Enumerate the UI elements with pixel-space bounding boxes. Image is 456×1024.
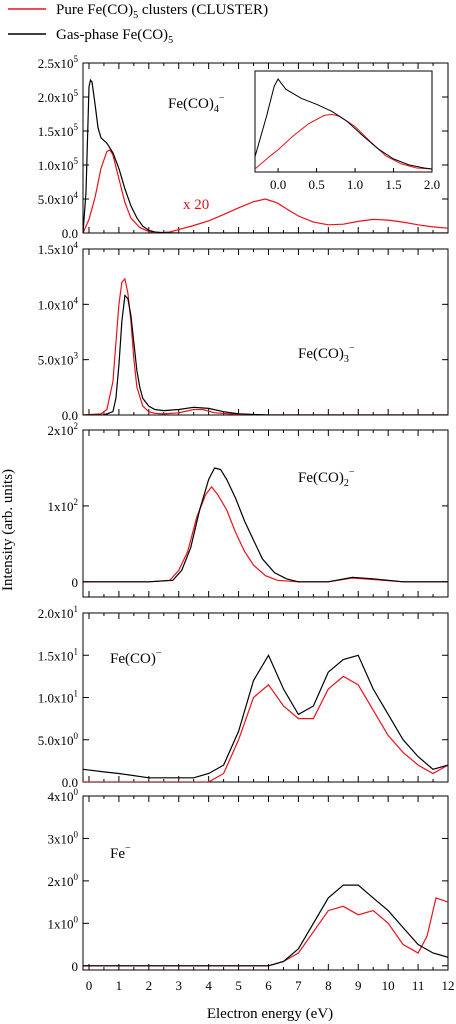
y-tick-label: 0.0	[62, 408, 78, 423]
y-tick-label: 5.0x104	[38, 190, 79, 207]
x-tick-label: 11	[412, 978, 425, 993]
panel-1: 0.0 5.0x104 1.0x105 1.5x105 2.0x105 2.5x105 Fe…	[38, 54, 449, 241]
series-line-red	[83, 485, 448, 583]
x-tick-label: 9	[355, 978, 362, 993]
y-tick-label: 1.5x104	[38, 240, 79, 257]
x-tick-label: 12	[442, 978, 455, 993]
series-line-red	[83, 277, 448, 415]
y-tick-label: 1x100	[48, 914, 79, 931]
y-tick-label: 1.5x105	[38, 122, 79, 139]
x-tick-label: 10	[382, 978, 395, 993]
series-line-black	[83, 78, 448, 233]
panels: 0.0 5.0x104 1.0x105 1.5x105 2.0x105 2.5x105 Fe…	[38, 54, 455, 993]
inset-x-tick-label: 2.0	[424, 177, 440, 192]
legend-label-red: Pure Fe(CO)5 clusters (CLUSTER)	[56, 2, 268, 21]
panel-4: 0.0 5.0x100 1.0x101 1.5x101 2.0x101 Fe(CO)−	[38, 604, 449, 790]
y-axis-label: Intensity (arb. units)	[0, 469, 16, 591]
panel-5: 0 1x100 2x100 3x100 4x100 Fe−	[48, 787, 449, 974]
series-line-black	[83, 653, 448, 779]
x-tick-label: 2	[146, 978, 153, 993]
y-tick-label: 1x102	[48, 497, 79, 514]
y-tick-label: 5.0x100	[38, 731, 79, 748]
series-line-black	[83, 467, 448, 583]
y-tick-label: 1.5x101	[38, 646, 78, 663]
inset-frame	[254, 70, 433, 173]
series-line-red	[83, 897, 448, 967]
x-tick-label: 5	[235, 978, 242, 993]
y-tick-label: 0.0	[62, 775, 78, 790]
inset-x-tick-label: 1.0	[347, 177, 363, 192]
series-line-black	[83, 884, 448, 967]
x-tick-label: 0	[86, 978, 93, 993]
panel-frame	[82, 795, 449, 971]
series-line-black	[83, 294, 448, 415]
inset: 0.0 0.5 1.0 1.5 2.0	[254, 70, 440, 192]
y-tick-label: 2x102	[48, 421, 79, 438]
legend: Pure Fe(CO)5 clusters (CLUSTER) Gas-phas…	[8, 2, 268, 46]
y-tick-label: 2.5x105	[38, 54, 79, 71]
y-tick-label: 1.0x105	[38, 156, 79, 173]
inset-series-line-black	[254, 78, 433, 170]
y-tick-label: 0	[72, 959, 79, 974]
species-label: Fe−	[110, 843, 131, 862]
x-tick-label: 6	[265, 978, 272, 993]
x-tick-label: 7	[295, 978, 302, 993]
y-tick-label: 1.0x101	[38, 689, 78, 706]
y-tick-label: 5.0x103	[38, 351, 79, 368]
panel-2: 0.0 5.0x103 1.0x104 1.5x104 Fe(CO)3−	[38, 240, 449, 423]
y-tick-label: 2.0x105	[38, 88, 79, 105]
panel-frame	[82, 429, 449, 598]
x-tick-label: 8	[325, 978, 332, 993]
species-label: Fe(CO)4−	[168, 93, 225, 115]
panel-frame	[82, 612, 449, 783]
panel-3: 0 1x102 2x102 Fe(CO)2−	[48, 421, 449, 598]
y-tick-label: 1.0x104	[38, 295, 79, 312]
inset-x-tick-label: 0.5	[308, 177, 324, 192]
series-line-red	[83, 675, 448, 782]
species-label: Fe(CO)−	[110, 648, 162, 667]
x-axis-label: Electron energy (eV)	[207, 1006, 333, 1022]
inset-x-tick-label: 0.0	[270, 177, 286, 192]
x-tick-label: 4	[205, 978, 212, 993]
species-label: Fe(CO)3−	[298, 343, 355, 365]
y-tick-label: 0.0	[62, 226, 78, 241]
inset-series-line-red	[254, 113, 433, 170]
y-tick-label: 3x100	[48, 829, 79, 846]
y-tick-label: 4x100	[48, 787, 79, 804]
inset-x-tick-label: 1.5	[385, 177, 401, 192]
y-tick-label: 2.0x101	[38, 604, 78, 621]
legend-label-black: Gas-phase Fe(CO)5	[56, 27, 173, 46]
species-label: Fe(CO)2−	[298, 467, 355, 489]
y-tick-label: 2x100	[48, 872, 79, 889]
y-tick-label: 0	[72, 575, 79, 590]
series-line-red	[83, 149, 448, 233]
x-tick-label: 3	[175, 978, 182, 993]
x20-annotation: x 20	[183, 197, 209, 213]
x-tick-label: 1	[116, 978, 123, 993]
